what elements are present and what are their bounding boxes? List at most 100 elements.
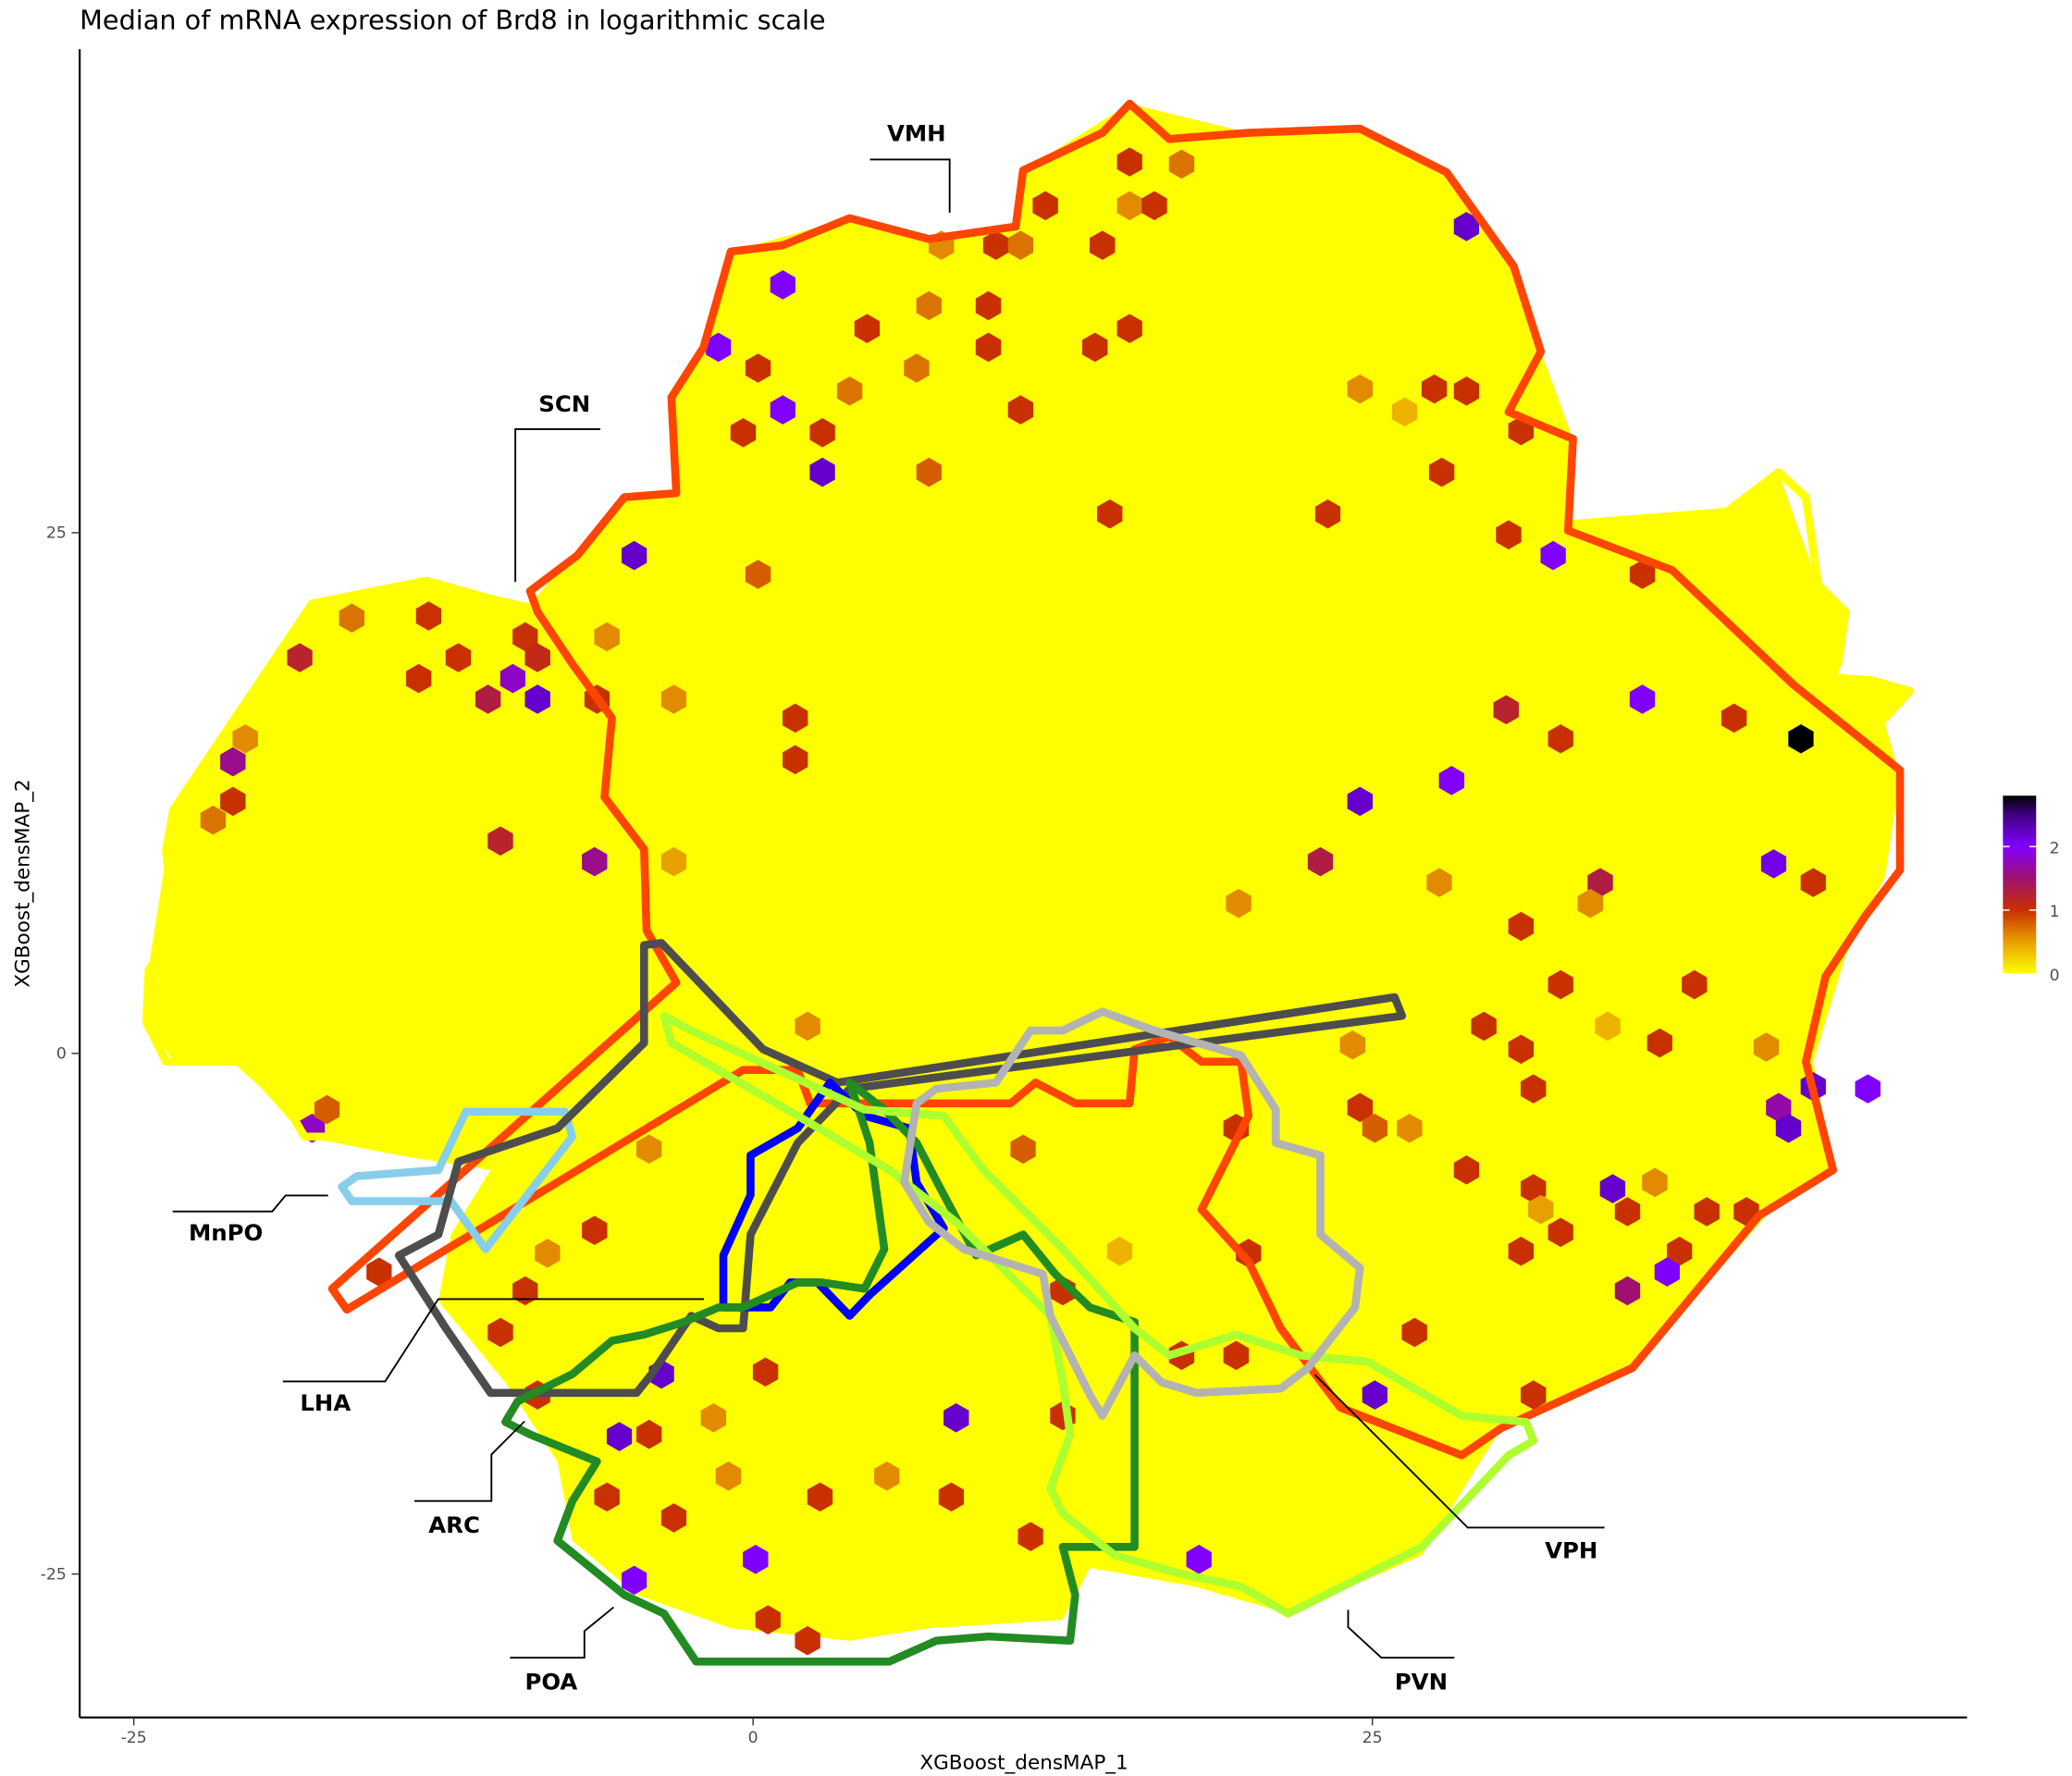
hex-cell	[606, 1422, 633, 1451]
region-outline-pvn	[660, 1011, 1538, 1618]
hex-cell	[1800, 868, 1826, 897]
hex-cell	[512, 622, 538, 652]
hex-cell	[770, 395, 796, 425]
region-label-arc: ARC	[428, 1511, 480, 1538]
hex-cell	[1428, 457, 1455, 487]
hex-cell	[700, 1402, 727, 1433]
region-label-poa: POA	[524, 1669, 577, 1696]
hex-cell	[660, 846, 687, 877]
hex-cell	[1775, 1113, 1802, 1143]
hex-cell	[1141, 191, 1167, 221]
hex-cell	[904, 353, 930, 383]
hex-cell	[500, 663, 526, 694]
hex-cell	[1694, 1197, 1720, 1227]
hex-cell	[660, 1503, 687, 1533]
hex-cell	[836, 376, 863, 406]
hex-cell	[487, 1317, 513, 1348]
hex-cell	[220, 746, 246, 777]
hex-cell	[1339, 1030, 1365, 1060]
hex-cell	[1391, 397, 1418, 427]
x-tick-label: 0	[748, 1729, 758, 1747]
hex-cell	[622, 540, 648, 571]
hex-cell	[783, 745, 808, 775]
hex-cell	[1548, 723, 1573, 754]
region-outline-vph	[900, 1007, 1364, 1420]
hex-cell	[1223, 1340, 1250, 1371]
hex-cell	[1548, 969, 1573, 1000]
hex-cell	[1347, 1092, 1373, 1123]
hex-cell	[512, 1276, 538, 1306]
hex-cell	[1397, 1113, 1423, 1143]
x-tick-label: -25	[121, 1729, 147, 1747]
hex-cell	[938, 1482, 965, 1512]
hex-cell	[1018, 1522, 1043, 1551]
hex-cell	[1307, 846, 1334, 877]
hex-cell-layer	[200, 147, 1881, 1656]
hex-cell	[1090, 230, 1116, 260]
hex-cell	[1226, 888, 1252, 919]
hex-cell	[1426, 868, 1452, 897]
hex-cell	[1760, 849, 1787, 879]
hex-cell	[220, 786, 246, 817]
y-tick-label: 0	[56, 1045, 67, 1064]
hex-cell	[1186, 1545, 1212, 1574]
hex-cell	[1493, 695, 1519, 725]
hex-cell	[1496, 520, 1522, 549]
hex-cell	[582, 1215, 608, 1245]
hex-cell	[1438, 766, 1465, 796]
hex-cell	[200, 805, 227, 835]
region-label-vph: VPH	[1545, 1536, 1597, 1563]
hex-cell	[1766, 1092, 1792, 1123]
hex-cell	[1032, 191, 1058, 221]
hex-cell	[594, 1482, 620, 1512]
hex-cell	[1010, 1134, 1036, 1165]
hex-cell	[807, 1482, 833, 1512]
hex-cell	[1520, 1074, 1547, 1104]
hex-cell	[1654, 1257, 1680, 1287]
hex-cell	[809, 457, 835, 487]
region-outline-mnpo	[338, 1107, 577, 1253]
hex-cell	[1720, 703, 1747, 734]
region-outline-poa	[501, 1079, 1139, 1666]
hex-cell	[594, 622, 620, 652]
hex-cell	[1629, 560, 1656, 589]
hex-cell	[1753, 1032, 1780, 1062]
leader-line-mnpo	[172, 1194, 328, 1213]
region-outline-layer	[142, 99, 1915, 1666]
hex-cell	[1508, 1034, 1535, 1065]
leader-line-vmh	[870, 158, 951, 213]
hex-cell	[1548, 1217, 1573, 1248]
hex-cell	[1106, 1236, 1133, 1266]
region-outline-vmh	[327, 99, 1905, 1460]
hex-cell	[752, 1357, 779, 1388]
hex-cell	[755, 1605, 781, 1634]
cell-domain-layer	[146, 104, 1906, 1641]
hex-cell	[745, 560, 771, 589]
hex-cell	[1508, 911, 1535, 942]
region-label-layer: SCN VMH MnPO LHA ARC POA PVN VPH	[172, 119, 1605, 1696]
x-tick-label: 25	[1363, 1729, 1383, 1747]
hex-cell	[415, 601, 442, 631]
hex-cell	[1347, 786, 1373, 817]
leader-line-scn	[514, 427, 601, 583]
hex-cell	[1116, 314, 1142, 343]
hex-cell	[622, 1565, 648, 1596]
hex-cell	[944, 1402, 969, 1433]
hex-cell	[314, 1094, 340, 1125]
hex-cell	[706, 332, 732, 363]
hex-cell	[524, 643, 550, 672]
hex-cell	[1007, 230, 1033, 260]
axis-ticks: -25 0 25 -25 0 25	[41, 524, 1383, 1747]
hex-cell	[1453, 1155, 1480, 1185]
hex-cell	[1646, 1028, 1672, 1058]
x-axis-label: XGBoost_densMAP_1	[919, 1752, 1128, 1775]
colorbar-legend: 0 1 2	[2003, 796, 2060, 985]
hex-cell	[1116, 147, 1142, 177]
region-label-scn: SCN	[538, 390, 590, 417]
zero-expression-area	[146, 104, 1906, 1641]
hex-cell	[795, 1011, 820, 1042]
hex-cell	[1855, 1074, 1881, 1104]
hex-cell	[1116, 191, 1142, 221]
hex-cell	[1453, 212, 1480, 241]
hex-cell	[535, 1239, 561, 1268]
